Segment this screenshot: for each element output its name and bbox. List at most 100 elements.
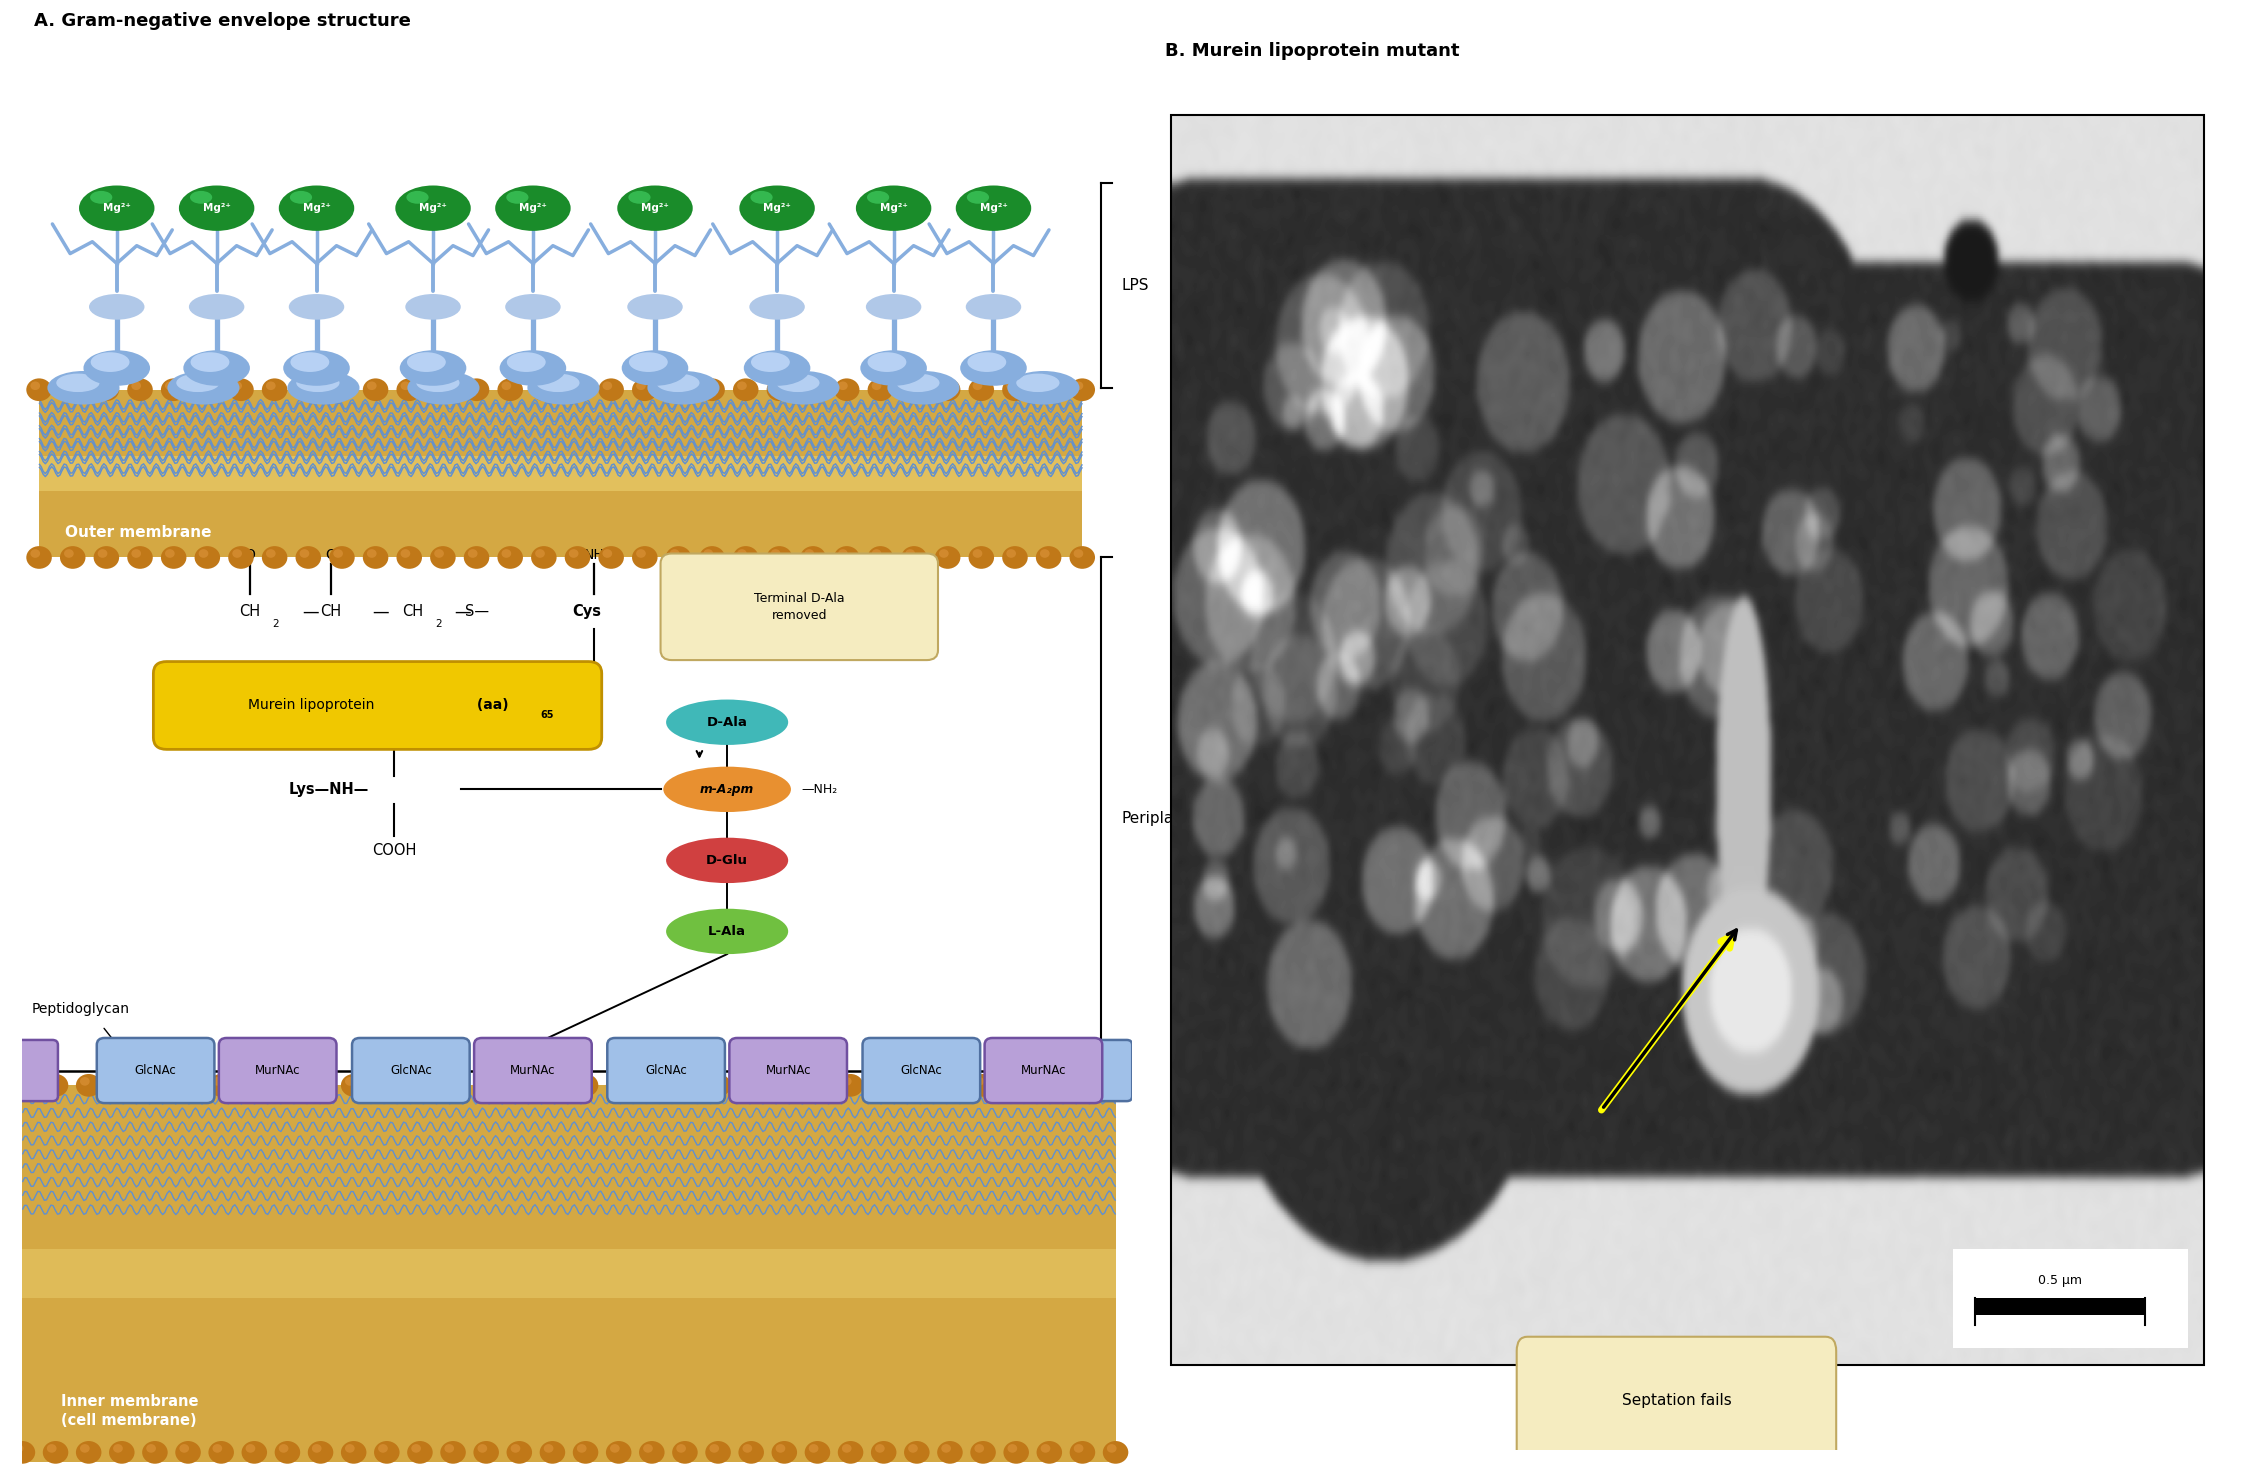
Circle shape xyxy=(300,382,309,391)
Circle shape xyxy=(401,549,410,558)
Ellipse shape xyxy=(868,191,890,204)
Circle shape xyxy=(1040,1444,1049,1453)
Circle shape xyxy=(805,1442,830,1464)
Circle shape xyxy=(9,1442,36,1464)
Ellipse shape xyxy=(282,351,350,386)
Ellipse shape xyxy=(648,371,720,404)
Text: Mg²⁺: Mg²⁺ xyxy=(518,203,547,213)
Circle shape xyxy=(771,1074,798,1097)
FancyBboxPatch shape xyxy=(96,1037,215,1103)
Circle shape xyxy=(141,1074,168,1097)
Circle shape xyxy=(345,1444,354,1453)
Ellipse shape xyxy=(621,351,688,386)
Circle shape xyxy=(1036,546,1060,568)
Text: GlcNAc: GlcNAc xyxy=(901,1064,942,1077)
Circle shape xyxy=(262,379,287,401)
Circle shape xyxy=(478,1077,487,1086)
Circle shape xyxy=(276,1442,300,1464)
Text: m-A₂pm: m-A₂pm xyxy=(700,783,753,796)
Text: GlcNAc: GlcNAc xyxy=(390,1064,433,1077)
Circle shape xyxy=(904,1074,930,1097)
Text: Mg²⁺: Mg²⁺ xyxy=(641,203,668,213)
Circle shape xyxy=(1074,1077,1083,1086)
Circle shape xyxy=(1007,549,1016,558)
Circle shape xyxy=(410,1444,421,1453)
Circle shape xyxy=(141,1442,168,1464)
Circle shape xyxy=(605,1442,632,1464)
Ellipse shape xyxy=(960,351,1027,386)
Ellipse shape xyxy=(888,371,960,404)
Circle shape xyxy=(175,1074,202,1097)
Circle shape xyxy=(569,549,578,558)
Circle shape xyxy=(805,549,814,558)
Circle shape xyxy=(233,549,242,558)
Ellipse shape xyxy=(751,191,773,204)
Circle shape xyxy=(43,1074,67,1097)
Ellipse shape xyxy=(78,185,155,231)
Text: 65: 65 xyxy=(540,710,554,721)
Circle shape xyxy=(1040,382,1049,391)
Circle shape xyxy=(776,1077,785,1086)
Circle shape xyxy=(632,379,657,401)
Text: Periplasm: Periplasm xyxy=(1121,811,1197,826)
Ellipse shape xyxy=(278,185,354,231)
Ellipse shape xyxy=(628,191,650,204)
Text: 2: 2 xyxy=(271,619,278,629)
Circle shape xyxy=(1007,1077,1018,1086)
Circle shape xyxy=(99,382,108,391)
Circle shape xyxy=(307,1074,334,1097)
Circle shape xyxy=(408,1442,433,1464)
Text: O: O xyxy=(244,549,256,562)
Text: —: — xyxy=(303,602,318,620)
Text: Mg²⁺: Mg²⁺ xyxy=(419,203,446,213)
Circle shape xyxy=(839,1442,863,1464)
Circle shape xyxy=(605,1074,632,1097)
Ellipse shape xyxy=(630,352,668,371)
Text: Lys—NH—: Lys—NH— xyxy=(289,781,370,796)
Text: L-Ala: L-Ala xyxy=(708,925,747,938)
Ellipse shape xyxy=(395,185,471,231)
Text: CH: CH xyxy=(321,604,341,619)
Circle shape xyxy=(904,1442,930,1464)
Ellipse shape xyxy=(495,185,572,231)
Circle shape xyxy=(738,382,747,391)
Bar xyxy=(1953,1249,2188,1348)
Circle shape xyxy=(146,1077,157,1086)
Text: O: O xyxy=(325,549,336,562)
Circle shape xyxy=(708,1444,720,1453)
Circle shape xyxy=(805,1074,830,1097)
Circle shape xyxy=(939,549,948,558)
Circle shape xyxy=(670,382,679,391)
FancyBboxPatch shape xyxy=(11,1040,58,1101)
Circle shape xyxy=(229,379,253,401)
Circle shape xyxy=(572,1442,599,1464)
Circle shape xyxy=(507,1442,531,1464)
Circle shape xyxy=(937,1442,962,1464)
Circle shape xyxy=(632,546,657,568)
FancyBboxPatch shape xyxy=(220,1037,336,1103)
Circle shape xyxy=(94,379,119,401)
Circle shape xyxy=(776,1444,785,1453)
Circle shape xyxy=(76,1442,101,1464)
Circle shape xyxy=(1036,1442,1063,1464)
Ellipse shape xyxy=(184,351,249,386)
Text: Mg²⁺: Mg²⁺ xyxy=(762,203,791,213)
Circle shape xyxy=(233,382,242,391)
Circle shape xyxy=(700,379,724,401)
Circle shape xyxy=(478,1444,487,1453)
Circle shape xyxy=(545,1444,554,1453)
Circle shape xyxy=(502,382,511,391)
Circle shape xyxy=(300,549,309,558)
Circle shape xyxy=(363,546,388,568)
Circle shape xyxy=(572,1074,599,1097)
Text: D-Glu: D-Glu xyxy=(706,854,749,867)
Text: MurNAc: MurNAc xyxy=(765,1064,812,1077)
Circle shape xyxy=(61,379,85,401)
Circle shape xyxy=(209,1442,233,1464)
Ellipse shape xyxy=(191,191,213,204)
Text: S—: S— xyxy=(466,604,489,619)
Circle shape xyxy=(47,1077,56,1086)
Circle shape xyxy=(733,379,758,401)
Circle shape xyxy=(363,379,388,401)
Ellipse shape xyxy=(507,352,545,371)
